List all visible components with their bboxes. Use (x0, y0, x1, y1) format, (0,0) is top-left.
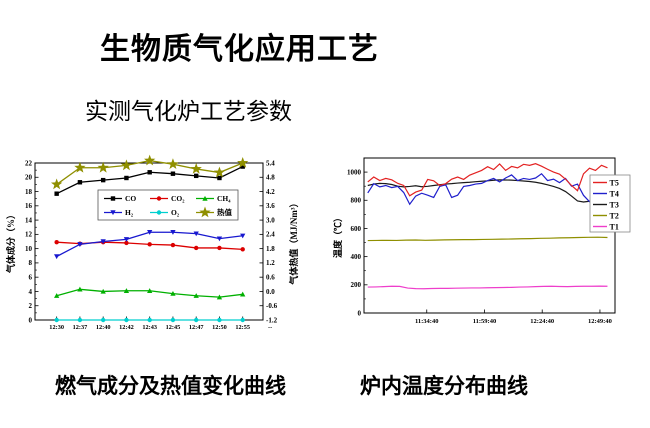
svg-text:4: 4 (29, 288, 33, 296)
svg-text:3.0: 3.0 (266, 216, 275, 224)
svg-text:0.6: 0.6 (266, 273, 275, 281)
svg-text:T3: T3 (610, 200, 619, 209)
svg-text:H₂: H₂ (125, 208, 134, 217)
svg-text:T5: T5 (610, 178, 619, 187)
svg-text:热值: 热值 (217, 207, 232, 217)
svg-text:3.6: 3.6 (266, 202, 275, 210)
svg-text:16: 16 (25, 202, 33, 210)
slide-subtitle: 实测气化炉工艺参数 (85, 98, 292, 124)
svg-text:12:40: 12:40 (96, 324, 111, 331)
svg-text:12:43: 12:43 (142, 324, 157, 331)
svg-text:1.2: 1.2 (266, 259, 275, 267)
svg-text:--: -- (268, 324, 272, 331)
temperature-chart-svg: 0 200 400 600 800 1000 11:34:40 11:59:40 12:24:4… (332, 157, 631, 325)
svg-text:CO₂: CO₂ (171, 194, 185, 203)
gas-chart-caption: 燃气成分及热值变化曲线 (55, 375, 286, 398)
svg-text:12:49:40: 12:49:40 (588, 318, 612, 325)
svg-text:12:24:40: 12:24:40 (530, 318, 554, 325)
svg-text:0.0: 0.0 (266, 288, 275, 296)
svg-text:12:30: 12:30 (49, 324, 64, 331)
slide-title: 生物质气化应用工艺 (100, 33, 379, 66)
svg-text:0: 0 (29, 316, 33, 324)
svg-text:0: 0 (358, 309, 362, 317)
svg-text:1000: 1000 (347, 168, 362, 176)
svg-text:800: 800 (351, 197, 362, 205)
svg-text:2: 2 (29, 302, 33, 310)
svg-text:12:55: 12:55 (235, 324, 250, 331)
svg-text:11:59:40: 11:59:40 (473, 318, 496, 325)
svg-text:200: 200 (351, 281, 362, 289)
svg-text:12:45: 12:45 (166, 324, 181, 331)
svg-text:12:37: 12:37 (73, 324, 88, 331)
svg-text:O₂: O₂ (171, 208, 180, 217)
svg-text:600: 600 (351, 225, 362, 233)
svg-text:1.8: 1.8 (266, 245, 275, 253)
svg-text:T1: T1 (610, 222, 619, 231)
svg-text:6: 6 (29, 273, 33, 281)
svg-text:温度（℃）: 温度（℃） (332, 213, 343, 258)
svg-text:CH₄: CH₄ (217, 194, 231, 203)
svg-text:CO: CO (125, 194, 136, 203)
gas-composition-chart: 0 2 4 6 8 10 12 14 16 18 20 22 -1.2 -0.6 0.0 0.6 1.2 1.8 2… (5, 153, 305, 345)
svg-text:T4: T4 (610, 189, 619, 198)
svg-text:T2: T2 (610, 211, 619, 220)
svg-text:-1.2: -1.2 (266, 316, 278, 324)
svg-text:22: 22 (25, 159, 33, 167)
temperature-chart-caption: 炉内温度分布曲线 (360, 375, 528, 398)
gas-chart-svg: 0 2 4 6 8 10 12 14 16 18 20 22 -1.2 -0.6 0.0 0.6 1.2 1.8 2… (5, 154, 299, 331)
svg-text:20: 20 (25, 174, 33, 182)
svg-text:12:50: 12:50 (212, 324, 227, 331)
svg-text:8: 8 (29, 259, 33, 267)
svg-text:11:34:40: 11:34:40 (415, 318, 438, 325)
furnace-temperature-chart: 0 200 400 600 800 1000 11:34:40 11:59:40 12:24:4… (330, 153, 645, 345)
svg-text:12:47: 12:47 (189, 324, 204, 331)
svg-text:4.2: 4.2 (266, 188, 275, 196)
svg-text:10: 10 (25, 245, 33, 253)
svg-text:5.4: 5.4 (266, 159, 275, 167)
svg-text:18: 18 (25, 188, 33, 196)
svg-text:2.4: 2.4 (266, 231, 275, 239)
svg-text:12:42: 12:42 (119, 324, 134, 331)
svg-text:14: 14 (25, 216, 33, 224)
svg-text:12: 12 (25, 231, 33, 239)
svg-text:气体成分（%）: 气体成分（%） (5, 210, 16, 274)
svg-text:-0.6: -0.6 (266, 302, 278, 310)
svg-text:气体热值（MJ/Nm³）: 气体热值（MJ/Nm³） (288, 198, 299, 285)
svg-text:400: 400 (351, 253, 362, 261)
svg-text:4.8: 4.8 (266, 174, 275, 182)
